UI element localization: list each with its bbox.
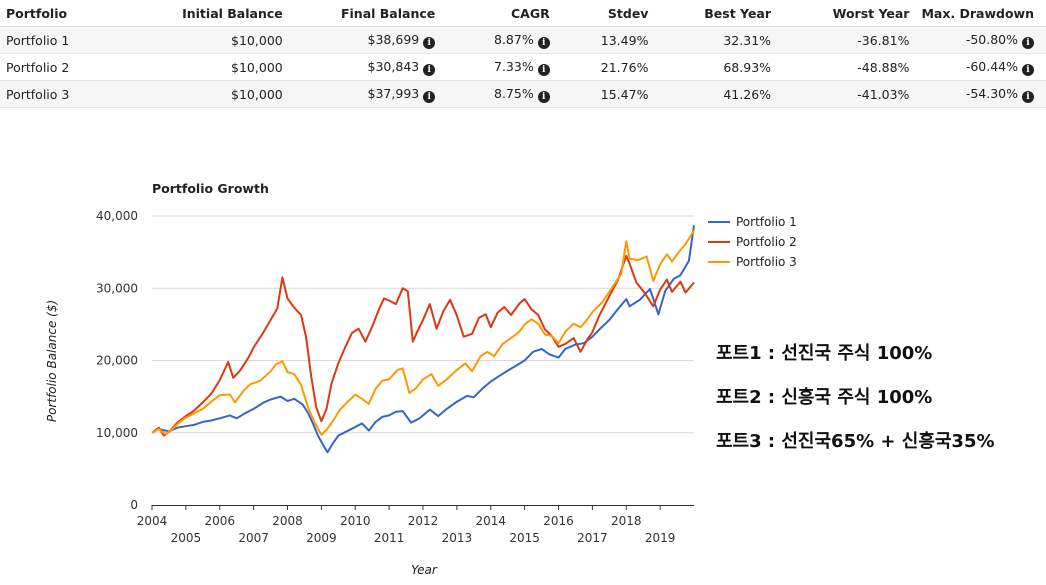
x-tick-label: 2016 [543, 514, 574, 528]
x-tick-label: 2004 [137, 514, 168, 528]
cell-best-year: 32.31% [660, 26, 784, 54]
series-line-portfolio-1 [151, 225, 695, 454]
info-icon[interactable]: i [537, 63, 550, 76]
max-drawdown-value: -54.30% [965, 85, 1018, 101]
legend-label: Portfolio 3 [736, 255, 797, 269]
cell-cagr: 8.87% i [447, 26, 562, 54]
cell-cagr: 7.33% i [447, 53, 562, 81]
y-tick-label: 40,000 [96, 209, 138, 223]
header-max-drawdown: Max. Drawdown [921, 0, 1046, 27]
cell-stdev: 21.76% [561, 53, 661, 81]
cell-initial-balance: $10,000 [136, 80, 295, 108]
table-header-row: Portfolio Initial Balance Final Balance … [0, 0, 1046, 27]
y-tick-label: 30,000 [96, 281, 138, 295]
series-line-portfolio-2 [151, 254, 695, 437]
cell-final-balance: $37,993 i [294, 80, 448, 108]
max-drawdown-value: -50.80% [965, 31, 1018, 47]
x-tick-label: 2007 [238, 531, 269, 545]
info-icon[interactable]: i [1022, 36, 1034, 49]
legend-label: Portfolio 1 [736, 215, 797, 229]
x-tick-label: 2015 [509, 531, 540, 545]
x-tick-label: 2014 [475, 514, 506, 528]
info-icon[interactable]: i [423, 90, 436, 103]
x-tick-label: 2009 [306, 531, 337, 545]
series-lines [151, 225, 695, 454]
y-axis-ticks: 0 10,000 20,000 30,000 40,000 [96, 209, 138, 512]
series-line-portfolio-3 [151, 229, 695, 436]
cell-max-drawdown: -54.30% i [921, 80, 1046, 108]
chart-title: Portfolio Growth [152, 181, 269, 196]
max-drawdown-value: -60.44% [965, 58, 1018, 74]
cell-best-year: 68.93% [660, 53, 784, 81]
x-tick-label: 2011 [374, 531, 405, 545]
info-icon[interactable]: i [537, 36, 550, 49]
x-axis-label: Year [411, 563, 438, 577]
annotation-line-2: 포트2 : 신흥국 주식 100% [716, 387, 933, 408]
header-initial-balance: Initial Balance [136, 0, 295, 27]
grid-lines [152, 215, 694, 434]
cell-portfolio: Portfolio 3 [0, 80, 137, 108]
cell-best-year: 41.26% [660, 80, 784, 108]
y-axis-label: Portfolio Balance ($) [45, 300, 59, 422]
header-cagr: CAGR [447, 0, 562, 27]
summary-table: Portfolio Initial Balance Final Balance … [0, 0, 1046, 108]
portfolio-annotation: 포트1 : 선진국 주식 100% 포트2 : 신흥국 주식 100% 포트3 … [716, 338, 995, 470]
legend-label: Portfolio 2 [736, 235, 797, 249]
y-tick-label: 20,000 [96, 354, 138, 368]
cell-final-balance: $30,843 i [294, 53, 448, 81]
cell-portfolio: Portfolio 1 [0, 26, 137, 54]
x-tick-label: 2017 [577, 531, 608, 545]
table-row: Portfolio 2 $10,000 $30,843 i 7.33% i 21.7… [0, 53, 1046, 81]
info-icon[interactable]: i [423, 36, 436, 49]
annotation-line-3: 포트3 : 선진국65% + 신흥국35% [716, 431, 995, 452]
x-tick-label: 2018 [611, 514, 642, 528]
cell-stdev: 15.47% [561, 80, 661, 108]
final-balance-value: $30,843 [367, 58, 420, 74]
cell-portfolio: Portfolio 2 [0, 53, 137, 81]
table-row: Portfolio 1 $10,000 $38,699 i 8.87% i 13.4… [0, 26, 1046, 54]
x-tick-label: 2008 [272, 514, 303, 528]
x-tick-label: 2006 [204, 514, 235, 528]
final-balance-value: $38,699 [367, 31, 420, 47]
header-best-year: Best Year [660, 0, 784, 27]
x-tick-label: 2005 [171, 531, 202, 545]
header-final-balance: Final Balance [294, 0, 448, 27]
cell-final-balance: $38,699 i [294, 26, 448, 54]
cell-worst-year: -36.81% [783, 26, 922, 54]
annotation-line-1: 포트1 : 선진국 주식 100% [716, 343, 933, 364]
final-balance-value: $37,993 [367, 85, 420, 101]
x-tick-label: 2010 [340, 514, 371, 528]
x-tick-label: 2019 [645, 531, 676, 545]
table-row: Portfolio 3 $10,000 $37,993 i 8.75% i 15.4… [0, 80, 1046, 108]
cell-max-drawdown: -60.44% i [921, 53, 1046, 81]
y-tick-label: 10,000 [96, 426, 138, 440]
header-portfolio: Portfolio [0, 0, 137, 27]
cagr-value: 8.75% [494, 85, 534, 101]
info-icon[interactable]: i [537, 90, 550, 103]
cell-cagr: 8.75% i [447, 80, 562, 108]
header-worst-year: Worst Year [783, 0, 922, 27]
x-axis-ticks: 2004200520062007200820092010201120122013… [137, 505, 676, 545]
cell-worst-year: -48.88% [783, 53, 922, 81]
header-stdev: Stdev [561, 0, 661, 27]
x-tick-label: 2013 [442, 531, 473, 545]
y-tick-label: 0 [130, 498, 138, 512]
cell-initial-balance: $10,000 [136, 53, 295, 81]
cell-max-drawdown: -50.80% i [921, 26, 1046, 54]
cagr-value: 7.33% [494, 58, 534, 74]
chart-legend: Portfolio 1 Portfolio 2 Portfolio 3 [708, 215, 797, 269]
x-tick-label: 2012 [408, 514, 439, 528]
info-icon[interactable]: i [1022, 63, 1034, 76]
cell-worst-year: -41.03% [783, 80, 922, 108]
info-icon[interactable]: i [1022, 90, 1034, 103]
cell-initial-balance: $10,000 [136, 26, 295, 54]
cell-stdev: 13.49% [561, 26, 661, 54]
info-icon[interactable]: i [423, 63, 436, 76]
cagr-value: 8.87% [494, 31, 534, 47]
